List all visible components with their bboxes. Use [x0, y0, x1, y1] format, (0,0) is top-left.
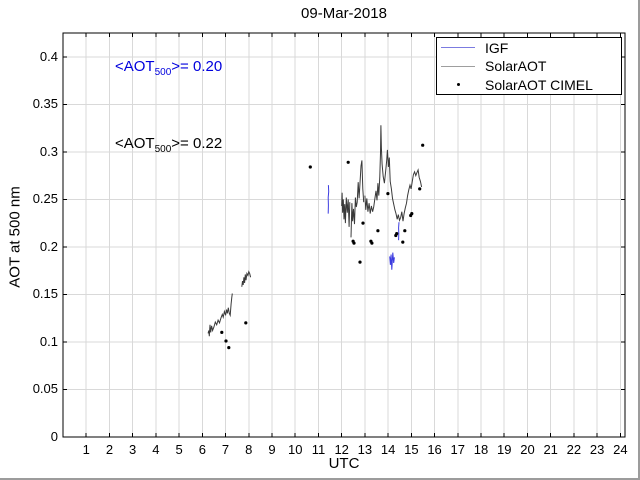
legend-item-solaraot: SolarAOT: [437, 57, 621, 75]
plot-box: [62, 32, 626, 438]
x-tick-label: 8: [245, 442, 253, 457]
point-solaraot-cimel: [395, 232, 399, 236]
point-solaraot-cimel: [244, 321, 248, 325]
point-solaraot-cimel: [386, 192, 390, 196]
x-tick-label: 22: [566, 442, 582, 457]
point-solaraot-cimel: [418, 187, 422, 191]
x-tick-label: 3: [129, 442, 137, 457]
annotation-text: <AOT: [115, 135, 155, 152]
x-tick-label: 18: [473, 442, 489, 457]
x-tick-label: 15: [404, 442, 419, 457]
x-tick-label: 2: [105, 442, 114, 457]
point-solaraot-cimel: [361, 221, 365, 225]
y-tick-label: 0.15: [32, 286, 58, 302]
y-tick-label: 0.1: [39, 333, 58, 349]
x-tick-label: 4: [152, 442, 160, 457]
annotation-text: >= 0.20: [171, 58, 223, 75]
series-solaraot: [207, 293, 233, 337]
x-tick-label: 14: [380, 442, 396, 457]
point-solaraot-cimel: [220, 330, 224, 334]
series-solaraot: [341, 192, 351, 227]
y-tick-label: 0.3: [39, 143, 58, 159]
series-igf: [327, 185, 330, 214]
y-tick-label: 0.25: [32, 191, 58, 207]
x-tick-label: 1: [82, 442, 90, 457]
series-solaraot: [350, 160, 365, 238]
series-igf: [389, 252, 395, 270]
y-tick-label: 0.05: [32, 381, 58, 397]
point-solaraot-cimel: [308, 165, 312, 169]
annotation-text: <AOT: [115, 58, 155, 75]
x-tick-label: 13: [357, 442, 373, 457]
x-tick-label: 16: [427, 442, 442, 457]
point-solaraot-cimel: [421, 143, 425, 147]
point-solaraot-cimel: [227, 346, 231, 350]
annotation-subscript: 500: [154, 67, 172, 78]
cimel-dot-swatch: [437, 83, 479, 86]
legend: IGF SolarAOT SolarAOT CIMEL: [436, 37, 622, 95]
x-tick-label: 17: [450, 442, 466, 457]
series-solaraot: [241, 270, 252, 287]
y-tick-label: 0.35: [32, 96, 58, 112]
point-solaraot-cimel: [401, 240, 405, 244]
legend-item-igf: IGF: [437, 39, 621, 57]
point-solaraot-cimel: [224, 339, 228, 343]
x-tick-label: 7: [221, 442, 230, 457]
point-solaraot-cimel: [410, 212, 414, 216]
x-tick-label: 19: [497, 442, 512, 457]
x-axis-label: UTC: [328, 455, 360, 472]
point-solaraot-cimel: [376, 229, 380, 233]
legend-label: IGF: [485, 39, 509, 56]
chart-title: 09-Mar-2018: [301, 5, 387, 22]
x-tick-label: 23: [589, 442, 605, 457]
x-tick-label: 5: [175, 442, 183, 457]
x-tick-label: 11: [311, 442, 326, 457]
x-tick-label: 21: [543, 442, 558, 457]
legend-item-solaraot-cimel: SolarAOT CIMEL: [437, 76, 621, 94]
y-tick-label: 0.4: [39, 48, 58, 64]
point-solaraot-cimel: [346, 160, 350, 164]
x-tick-label: 24: [613, 442, 628, 457]
x-tick-label: 6: [198, 442, 206, 457]
annotation-mean-solaraot: <AOT500>= 0.22: [115, 135, 222, 155]
point-solaraot-cimel: [370, 241, 374, 245]
point-solaraot-cimel: [358, 260, 362, 264]
annotation-subscript: 500: [154, 144, 172, 155]
series-solaraot: [364, 125, 423, 222]
legend-label: SolarAOT: [485, 58, 547, 74]
x-tick-label: 12: [334, 442, 349, 457]
point-solaraot-cimel: [403, 229, 407, 233]
annotation-text: >= 0.22: [171, 135, 223, 152]
annotation-mean-igf: <AOT500>= 0.20: [115, 58, 222, 78]
igf-line-swatch: [437, 47, 479, 48]
x-tick-label: 9: [268, 442, 276, 457]
solaraot-line-swatch: [437, 65, 479, 67]
x-tick-label: 10: [287, 442, 303, 457]
y-tick-label: 0.2: [39, 238, 58, 254]
x-tick-label: 20: [520, 442, 535, 457]
point-solaraot-cimel: [352, 241, 356, 245]
y-tick-label: 0: [50, 429, 58, 444]
legend-label: SolarAOT CIMEL: [485, 76, 593, 93]
